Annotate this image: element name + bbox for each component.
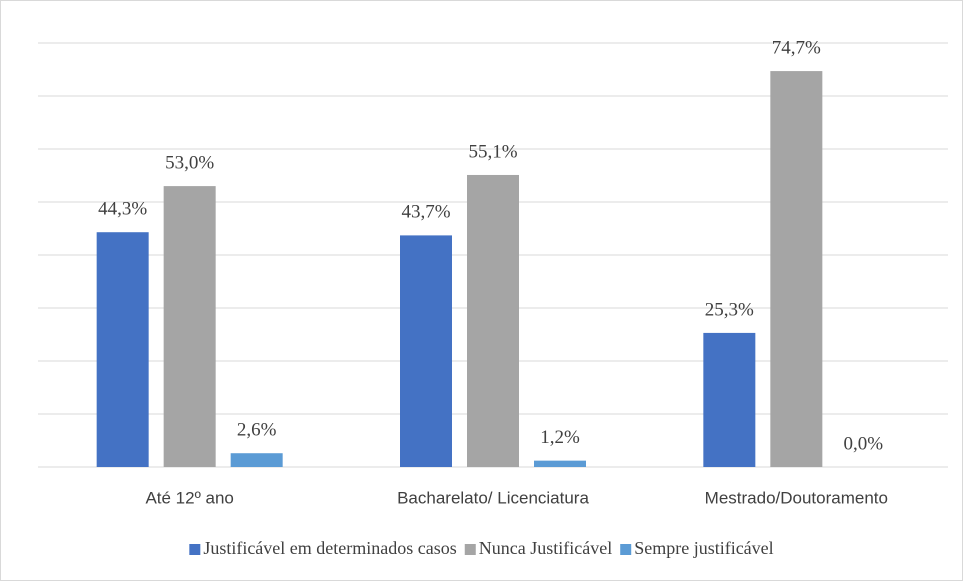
- bar: [703, 332, 756, 467]
- x-tick-label: Mestrado/Doutoramento: [705, 488, 888, 507]
- data-label: 43,7%: [401, 202, 450, 223]
- data-label: 25,3%: [705, 299, 754, 320]
- data-label: 53,0%: [165, 152, 214, 173]
- x-tick-label: Até 12º ano: [145, 488, 233, 507]
- data-label: 44,3%: [98, 199, 147, 220]
- bar: [96, 232, 149, 467]
- bar: [230, 453, 283, 467]
- legend-label: Justificável em determinados casos: [203, 538, 456, 558]
- bar: [770, 71, 823, 467]
- data-label: 74,7%: [772, 37, 821, 58]
- data-label: 1,2%: [540, 427, 580, 448]
- data-label: 55,1%: [468, 141, 517, 162]
- bar: [534, 460, 586, 467]
- bar: [467, 174, 519, 467]
- legend-swatch: [189, 544, 201, 555]
- legend-swatch: [464, 544, 476, 555]
- legend-label: Sempre justificável: [634, 538, 773, 558]
- legend-swatch: [620, 544, 632, 555]
- legend-label: Nunca Justificável: [479, 538, 612, 558]
- data-label: 2,6%: [237, 420, 277, 441]
- bar: [163, 186, 216, 467]
- data-label: 0,0%: [844, 433, 884, 454]
- x-tick-label: Bacharelato/ Licenciatura: [397, 488, 589, 507]
- bar: [400, 235, 452, 467]
